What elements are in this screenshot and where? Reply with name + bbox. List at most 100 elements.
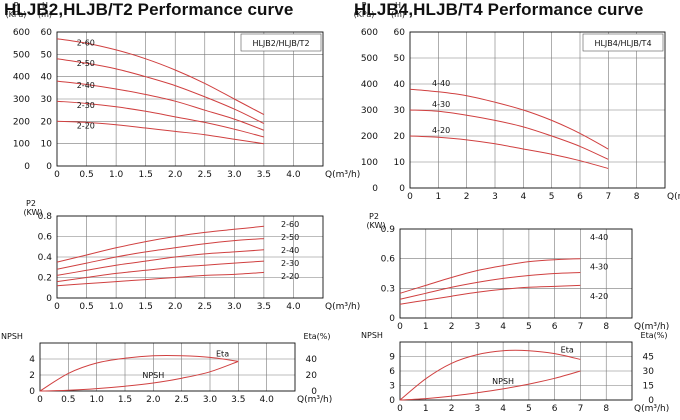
y-axis-label-h-unit: (m) — [38, 10, 52, 19]
y-axis-label: P2 — [369, 212, 379, 221]
curve-2-20 — [56, 271, 264, 287]
chart-right-head: 01020304050600100200300400500600P(KPa)H(… — [354, 1, 680, 202]
y-axis-label-h: H — [42, 1, 48, 10]
y-tick-label-p: 0 — [24, 162, 30, 172]
y-axis-label-p: P — [362, 1, 367, 10]
y-tick-label-h: 30 — [41, 95, 53, 105]
series-label-4-30: 4-30 — [432, 100, 450, 109]
y-tick-label: 0.6 — [381, 255, 396, 265]
y-axis-label-unit: (KW) — [366, 221, 385, 230]
y-axis-label-p: P — [14, 1, 19, 10]
x-tick-label: 3.0 — [203, 395, 218, 405]
y-tick-label-h: 30 — [394, 106, 406, 116]
series-label-2-30: 2-30 — [77, 101, 95, 110]
y-tick-label-left: 6 — [389, 367, 395, 377]
x-tick-label: 2.5 — [198, 170, 212, 180]
chart-title-left: HLJB2,HLJB/T2 Performance curve — [4, 0, 294, 19]
series-label-eta: Eta — [216, 349, 229, 358]
y-tick-label-right: 0 — [311, 387, 317, 397]
x-tick-label: 1.0 — [109, 170, 124, 180]
y-tick-label-h: 20 — [41, 117, 53, 127]
plot-frame — [39, 342, 296, 392]
plot-frame — [399, 228, 633, 319]
x-tick-label: 7 — [605, 192, 611, 202]
x-tick-label: 4.0 — [286, 170, 301, 180]
y-tick-label-right: 30 — [643, 367, 655, 377]
x-tick-label: 5 — [549, 192, 555, 202]
y-tick-label-h: 60 — [41, 28, 53, 38]
y-tick-label-p: 200 — [13, 117, 30, 127]
curve-4-20 — [409, 135, 609, 169]
y-tick-label: 0 — [46, 294, 52, 304]
x-axis-label: Q(m³/h) — [667, 192, 680, 202]
x-tick-label: 7 — [578, 404, 584, 414]
x-tick-label: 8 — [603, 404, 609, 414]
x-tick-label: 4.0 — [286, 302, 301, 312]
chart-right-power: 0 0.3 0.6 0.9P2(KW) 4-40 4-30 4-20 0 1 2 3 4 5 6 7 8 Q(m… — [366, 212, 669, 332]
y-axis-label-eta: Eta(%) — [641, 331, 668, 340]
y-tick-label-p: 200 — [361, 132, 378, 142]
y-tick-label-left: 3 — [389, 382, 395, 392]
x-axis-label: Q(m³/h) — [297, 395, 332, 405]
x-tick-label: 1 — [423, 404, 429, 414]
series-label-2-20: 2-20 — [281, 272, 299, 281]
curve-2-40 — [56, 80, 265, 131]
x-tick-label: 5 — [526, 322, 532, 332]
y-tick-label-p: 100 — [13, 140, 30, 150]
y-tick-label: 0.2 — [38, 274, 52, 284]
y-tick-label-h: 40 — [394, 80, 406, 90]
series-label-2-60: 2-60 — [281, 220, 299, 229]
x-tick-label: 6 — [552, 404, 558, 414]
curve-4-20 — [399, 284, 581, 305]
y-tick-label: 0.8 — [38, 212, 53, 222]
y-tick-label: 0 — [389, 314, 395, 324]
y-tick-label-right: 40 — [306, 355, 318, 365]
series-label-4-40: 4-40 — [432, 79, 450, 88]
model-label: HLJB2/HLJB/T2 — [252, 39, 309, 48]
y-axis-label-p-unit: (KPa) — [6, 10, 27, 19]
x-tick-label: 4 — [500, 404, 506, 414]
series-label-2-50: 2-50 — [77, 59, 95, 68]
x-tick-label: 3.5 — [257, 302, 271, 312]
chart-left-power: 0 0.2 0.4 0.6 0.8P2(KW) 2-60 2-50 2-40 2-30 2-20 0… — [23, 199, 360, 312]
series-label-2-20: 2-20 — [77, 121, 95, 130]
y-tick-label: 0.4 — [38, 253, 53, 263]
x-tick-label: 3.0 — [227, 170, 242, 180]
x-tick-label: 1 — [423, 322, 429, 332]
x-tick-label: 6 — [552, 322, 558, 332]
y-tick-label: 0.6 — [38, 233, 53, 243]
curve-2-20 — [56, 120, 264, 145]
y-tick-label: 0.9 — [381, 225, 396, 235]
series-label-2-30: 2-30 — [281, 259, 299, 268]
plot-frame — [56, 215, 324, 299]
y-tick-label-left: 9 — [389, 353, 395, 363]
y-tick-label-p: 400 — [361, 80, 378, 90]
x-tick-label: 0 — [37, 395, 43, 405]
x-tick-label: 7 — [578, 322, 584, 332]
series-label-2-40: 2-40 — [77, 81, 95, 90]
x-tick-label: 2.0 — [168, 170, 183, 180]
x-tick-label: 2 — [449, 404, 455, 414]
y-axis-label: P2 — [26, 199, 36, 208]
y-axis-label-p-unit: (KPa) — [354, 10, 375, 19]
y-tick-label-p: 600 — [361, 28, 378, 38]
y-tick-label: 0.3 — [381, 284, 395, 294]
curve-4-30 — [409, 109, 609, 160]
x-tick-label: 6 — [577, 192, 583, 202]
y-axis-label-npsh: NPSH — [361, 331, 383, 340]
curve-npsh — [39, 360, 239, 392]
x-tick-label: 1.0 — [109, 302, 124, 312]
y-tick-label-h: 50 — [394, 54, 406, 64]
y-axis-label-h-unit: (m) — [391, 10, 405, 19]
curve-2-60 — [56, 225, 264, 263]
x-tick-label: 3.0 — [227, 302, 242, 312]
x-tick-label: 1 — [435, 192, 441, 202]
curve-4-40 — [409, 88, 609, 150]
x-tick-label: 2.5 — [175, 395, 189, 405]
y-tick-label-p: 0 — [372, 184, 378, 194]
curve-4-30 — [399, 272, 581, 300]
curve-4-40 — [399, 258, 581, 294]
x-axis-label: Q(m³/h) — [325, 302, 360, 312]
